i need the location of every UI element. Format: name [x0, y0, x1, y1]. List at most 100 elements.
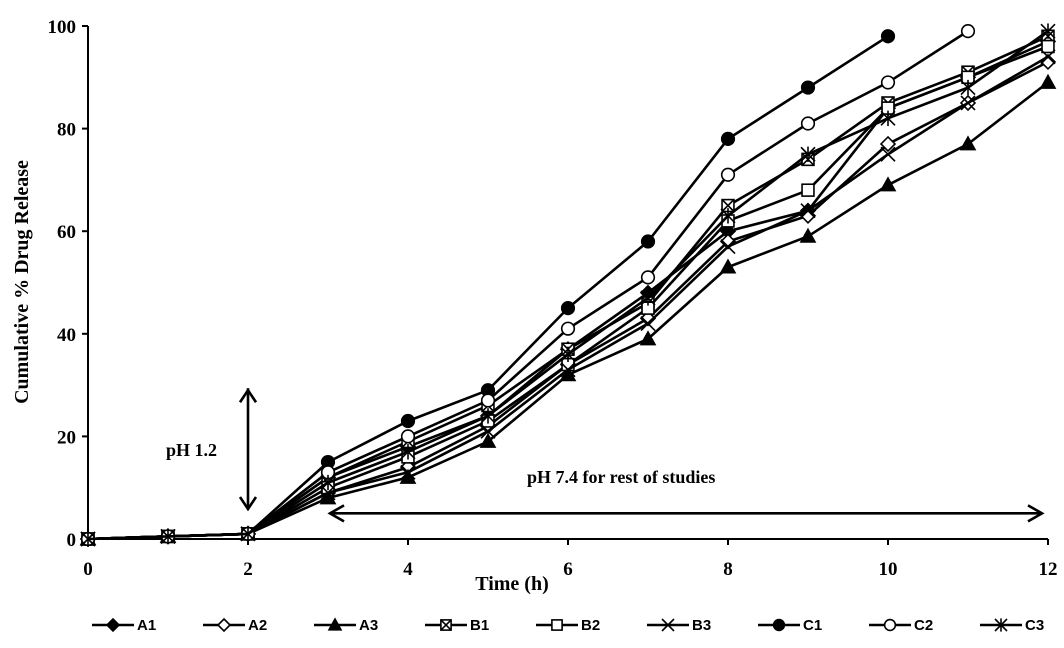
legend-label: B1	[470, 617, 489, 634]
legend-item-a1: A1	[92, 617, 156, 634]
data-point	[105, 617, 121, 633]
data-point	[719, 258, 737, 274]
series-line-b2	[87, 45, 1049, 541]
y-tick-label: 20	[57, 427, 76, 448]
y-tick-label: 0	[67, 530, 77, 551]
data-point	[661, 618, 675, 632]
data-point	[560, 301, 576, 316]
data-point	[960, 24, 976, 39]
ph-1-2-arrow	[238, 387, 258, 512]
data-point	[551, 619, 563, 631]
annotations: pH 1.2 pH 7.4 for rest of studies	[166, 387, 1045, 523]
data-point	[240, 526, 256, 542]
x-tick-label: 6	[563, 559, 573, 580]
data-point	[640, 315, 656, 332]
legend-label: B2	[581, 617, 600, 634]
data-point	[1040, 23, 1056, 39]
legend-item-b3: B3	[647, 617, 711, 634]
data-point	[400, 464, 416, 480]
data-point	[960, 95, 976, 111]
data-point	[720, 131, 736, 146]
series-c3	[80, 23, 1056, 547]
data-point	[720, 239, 736, 255]
data-point	[327, 617, 343, 631]
data-point	[880, 110, 896, 127]
data-point	[772, 618, 786, 632]
y-tick-label: 60	[57, 222, 76, 243]
data-point	[80, 531, 96, 547]
data-point	[800, 80, 816, 95]
data-point	[480, 423, 496, 439]
data-point	[480, 393, 496, 408]
data-point	[640, 270, 656, 285]
data-point	[400, 429, 416, 444]
y-tick-label: 80	[57, 120, 76, 141]
annotation-ph-7-4: pH 7.4 for rest of studies	[527, 467, 715, 487]
x-tick-label: 0	[83, 559, 93, 580]
series-line-c1	[87, 35, 889, 541]
y-tick-label: 40	[57, 325, 76, 346]
legend-item-c3: C3	[980, 617, 1044, 634]
data-point	[959, 135, 977, 151]
data-point	[880, 146, 896, 162]
series-lines	[79, 23, 1057, 548]
data-point	[160, 528, 176, 545]
legend-item-a2: A2	[203, 617, 267, 634]
data-point	[560, 362, 576, 378]
legend-label: C3	[1025, 617, 1044, 634]
data-point	[880, 75, 896, 90]
data-point	[799, 227, 817, 243]
x-tick-label: 10	[879, 559, 898, 580]
data-point	[801, 183, 815, 197]
data-point	[800, 146, 816, 162]
annotation-ph-1-2: pH 1.2	[166, 440, 217, 460]
data-point	[879, 135, 897, 153]
series-line-c2	[87, 30, 969, 541]
x-tick-label: 2	[243, 559, 253, 580]
data-point	[1039, 73, 1057, 89]
data-point	[640, 290, 656, 306]
series-line-a1	[87, 40, 1049, 541]
legend-label: C1	[803, 617, 822, 634]
legend-label: A3	[359, 617, 378, 634]
data-point	[720, 167, 736, 182]
data-point	[640, 234, 656, 249]
legend: A1 A2 A3 B1 B2 B3 C1 C2 C3	[92, 617, 1044, 634]
y-tick-label: 100	[48, 17, 77, 38]
legend-item-a3: A3	[314, 617, 378, 634]
data-point	[800, 116, 816, 131]
legend-item-c1: C1	[758, 617, 822, 634]
data-point	[994, 618, 1008, 632]
legend-label: B3	[692, 617, 711, 634]
legend-label: A2	[248, 617, 267, 634]
data-point	[879, 176, 897, 192]
ph-7-4-arrow	[327, 504, 1045, 523]
x-tick-label: 8	[723, 559, 733, 580]
data-point	[800, 203, 816, 219]
data-point	[1041, 39, 1055, 54]
legend-item-b2: B2	[536, 617, 600, 634]
data-point	[883, 618, 897, 632]
series-line-c3	[87, 30, 1049, 541]
series-c1	[80, 29, 896, 547]
data-point	[1040, 49, 1056, 65]
data-point	[480, 408, 496, 424]
data-point	[440, 619, 452, 631]
data-point	[400, 444, 416, 460]
data-point	[560, 321, 576, 336]
data-point	[400, 413, 416, 429]
data-point	[639, 330, 657, 346]
data-point	[880, 29, 896, 44]
x-tick-label: 12	[1039, 559, 1058, 580]
data-point	[479, 432, 497, 448]
legend-label: C2	[914, 617, 933, 634]
x-tick-label: 4	[403, 559, 413, 580]
data-point	[720, 208, 736, 224]
legend-label: A1	[137, 617, 156, 634]
legend-item-b1: B1	[425, 617, 489, 634]
y-axis-title: Cumulative % Drug Release	[11, 160, 33, 404]
data-point	[320, 474, 336, 491]
legend-item-c2: C2	[869, 617, 933, 634]
